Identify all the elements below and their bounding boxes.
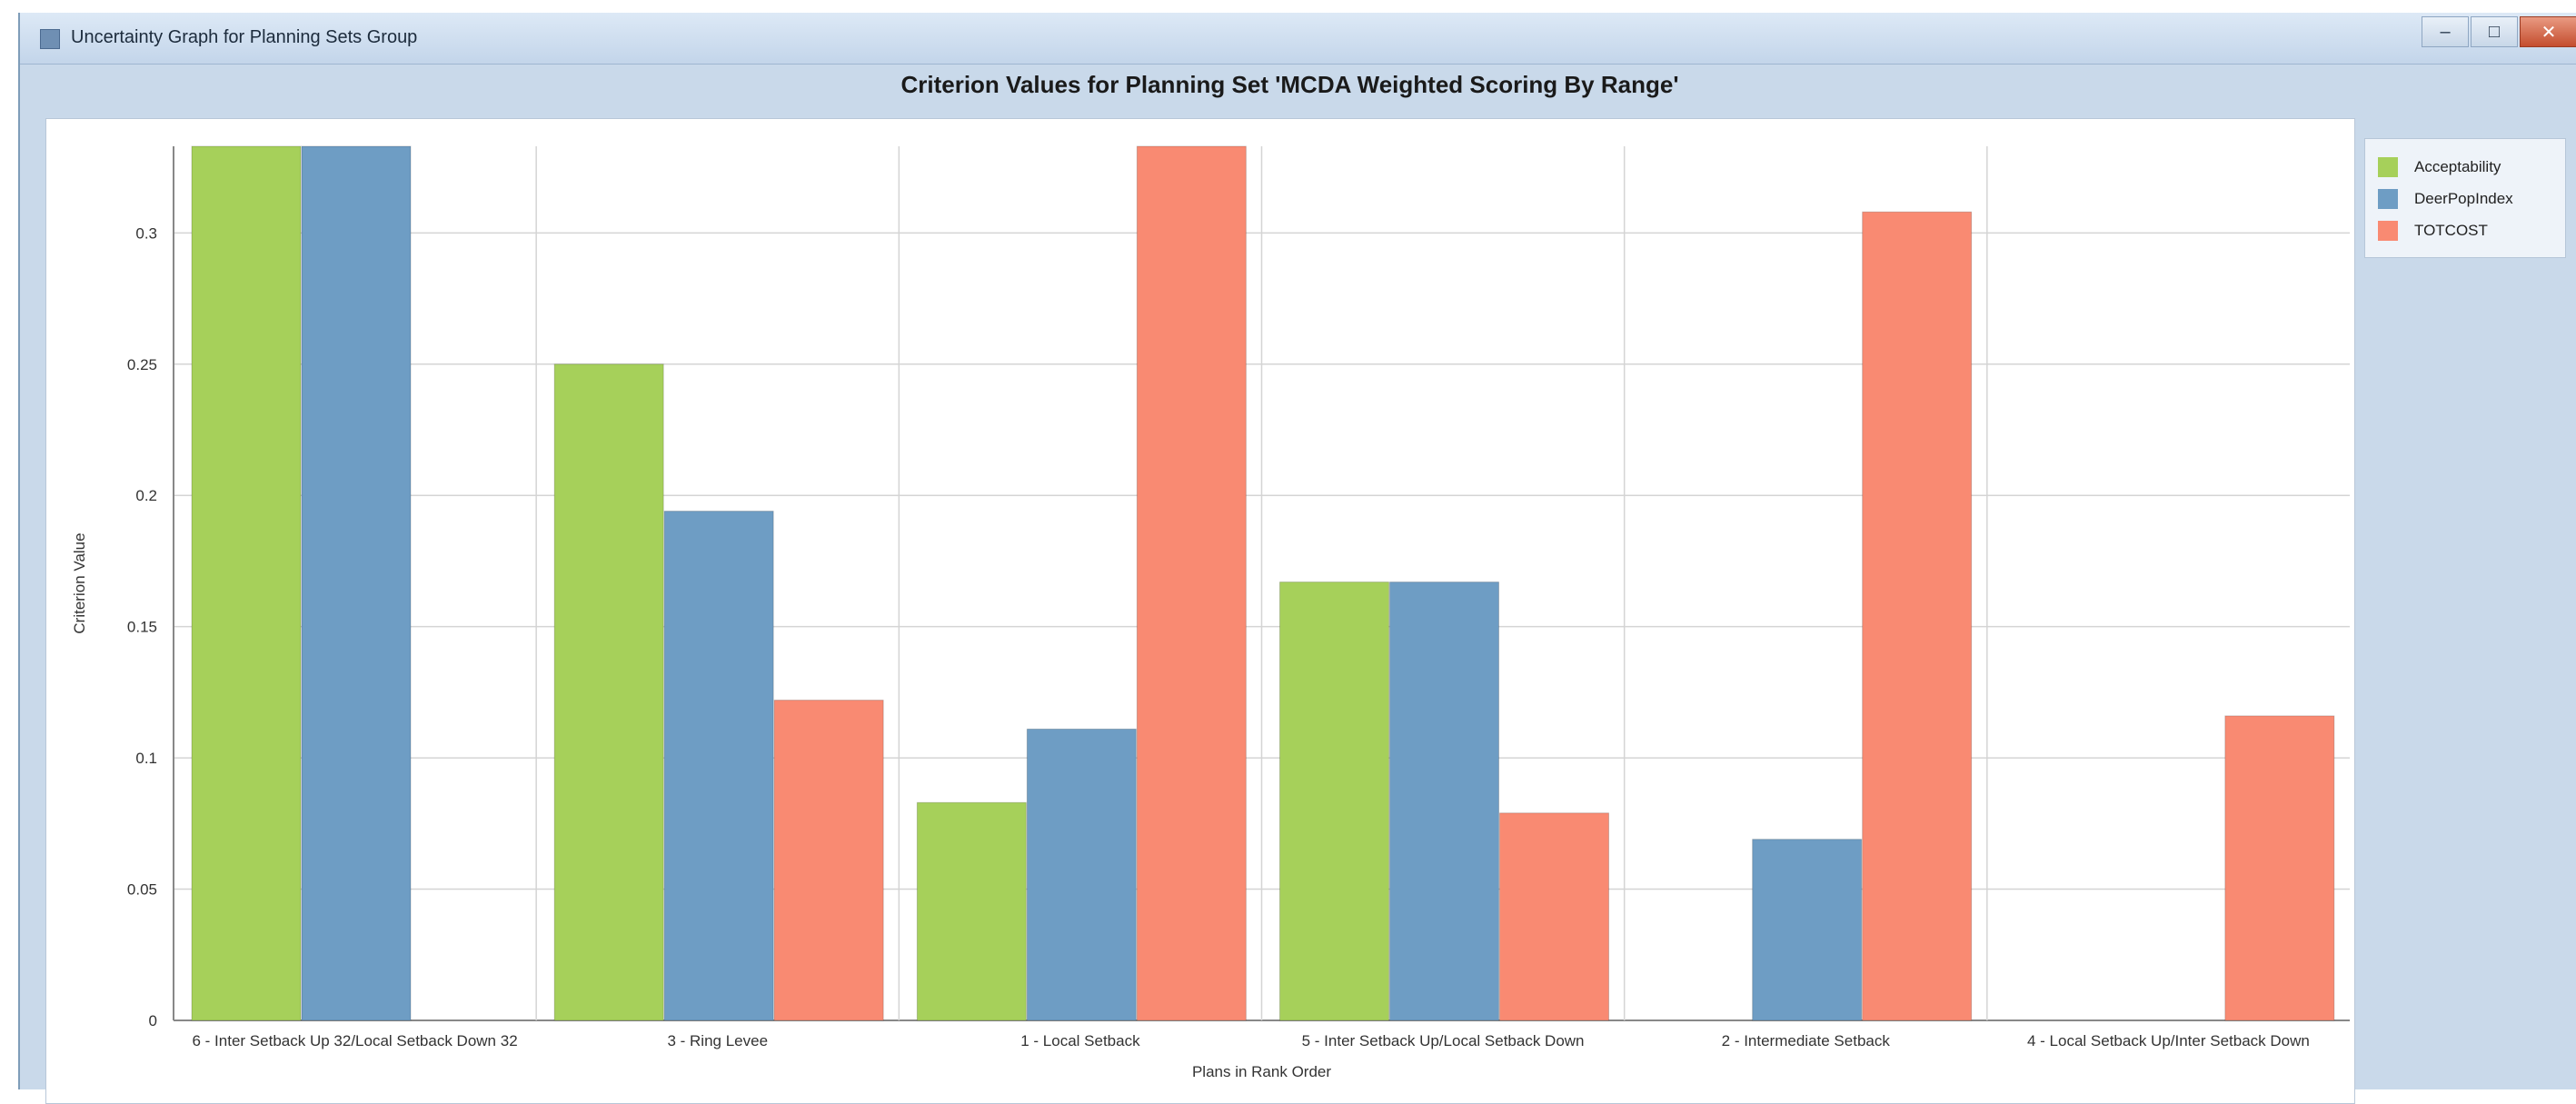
x-tick-label: 1 - Local Setback	[1020, 1032, 1140, 1049]
legend-label-deerpopindex: DeerPopIndex	[2414, 190, 2513, 207]
bar	[191, 145, 302, 1021]
legend-swatch-totcost	[2378, 221, 2398, 241]
legend-item-totcost: TOTCOST	[2378, 221, 2488, 241]
window-controls: – □ ✕	[2420, 16, 2576, 49]
bar	[916, 801, 1027, 1021]
legend-label-totcost: TOTCOST	[2414, 222, 2488, 239]
x-tick-label: 6 - Inter Setback Up 32/Local Setback Do…	[193, 1032, 518, 1049]
x-tick-label: 3 - Ring Levee	[667, 1032, 768, 1049]
maximize-button[interactable]: □	[2471, 16, 2518, 47]
y-tick-label: 0.2	[135, 487, 157, 504]
legend-item-deerpopindex: DeerPopIndex	[2378, 189, 2513, 209]
bar	[663, 511, 774, 1021]
bar	[1279, 582, 1389, 1021]
x-axis-title: Plans in Rank Order	[1192, 1063, 1331, 1080]
chart-title: Criterion Values for Planning Set 'MCDA …	[900, 71, 1679, 98]
y-tick-label: 0.3	[135, 224, 157, 242]
bar	[773, 700, 884, 1021]
x-tick-label: 2 - Intermediate Setback	[1722, 1032, 1891, 1049]
legend-swatch-acceptability	[2378, 157, 2398, 177]
title-bar[interactable]: Uncertainty Graph for Planning Sets Grou…	[20, 13, 2576, 65]
bar	[2224, 715, 2335, 1021]
bar	[1499, 812, 1609, 1021]
y-tick-label: 0.15	[127, 619, 157, 636]
legend-label-acceptability: Acceptability	[2414, 158, 2501, 175]
uncertainty-graph-window: Uncertainty Graph for Planning Sets Grou…	[18, 13, 2576, 1104]
y-tick-label: 0	[149, 1012, 157, 1029]
bar-chart: 0 0.05 0.1 0.15 0.2 0.25 0.3 6 - Inter Setback …	[71, 145, 2350, 1080]
minimize-button[interactable]: –	[2422, 16, 2469, 47]
window-title: Uncertainty Graph for Planning Sets Grou…	[71, 27, 418, 47]
bar	[1752, 839, 1863, 1021]
bar	[1026, 728, 1137, 1021]
x-tick-label: 4 - Local Setback Up/Inter Setback Down	[2027, 1032, 2310, 1049]
legend-swatch-deerpopindex	[2378, 189, 2398, 209]
chart-legend: Acceptability DeerPopIndex TOTCOST	[2364, 138, 2566, 258]
y-tick-label: 0.1	[135, 750, 157, 767]
bar	[553, 363, 664, 1021]
bar	[1389, 582, 1499, 1021]
close-button[interactable]: ✕	[2520, 16, 2576, 47]
chart-window-icon	[40, 29, 60, 49]
x-tick-label: 5 - Inter Setback Up/Local Setback Down	[1302, 1032, 1585, 1049]
y-tick-label: 0.05	[127, 881, 157, 899]
plot-panel: 0 0.05 0.1 0.15 0.2 0.25 0.3 6 - Inter Setback …	[45, 118, 2355, 1104]
legend-item-acceptability: Acceptability	[2378, 157, 2501, 177]
bar	[1862, 211, 1973, 1021]
bar	[301, 145, 412, 1021]
bar	[1136, 145, 1247, 1021]
y-axis-title: Criterion Value	[71, 532, 88, 633]
y-tick-label: 0.25	[127, 356, 157, 373]
